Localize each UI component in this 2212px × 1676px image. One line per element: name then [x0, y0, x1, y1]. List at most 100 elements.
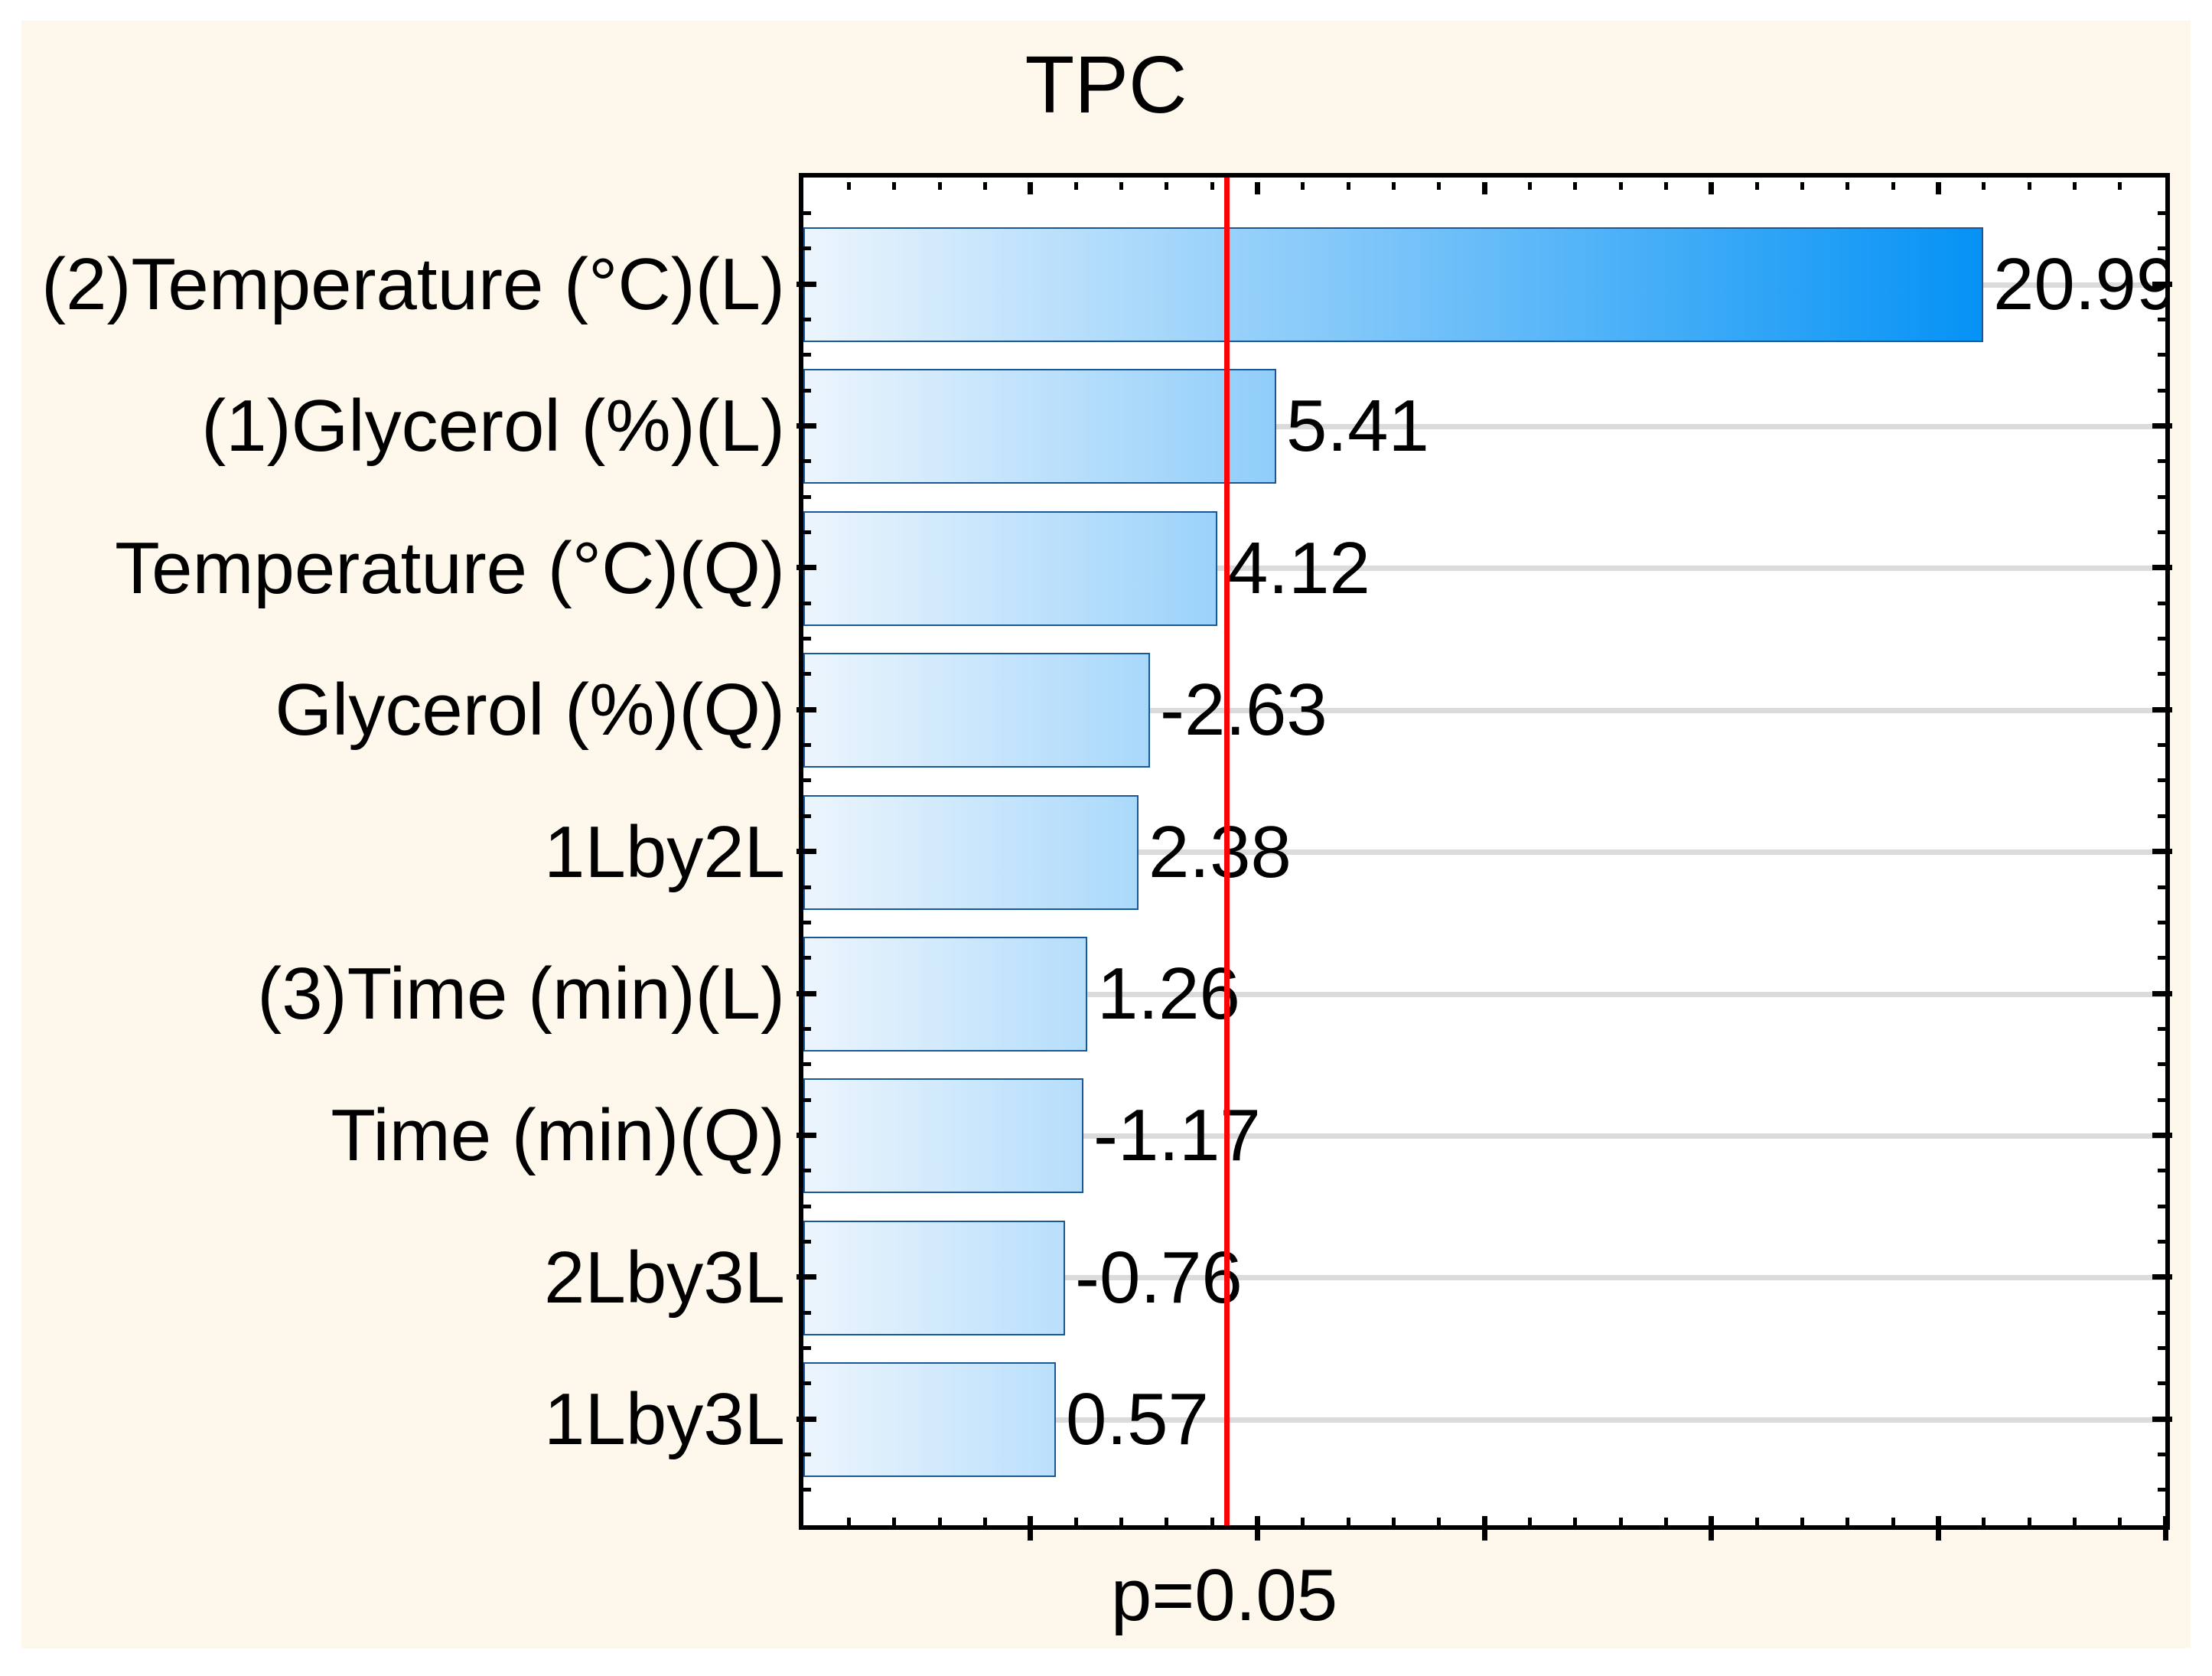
- axis-tick: [983, 182, 987, 190]
- axis-tick: [797, 282, 816, 287]
- axis-tick: [803, 353, 811, 357]
- bar-value-label: -2.63: [1160, 669, 1328, 751]
- axis-tick: [797, 1417, 816, 1422]
- axis-tick: [2152, 1417, 2172, 1422]
- axis-tick: [1347, 182, 1350, 190]
- axis-tick: [2152, 849, 2172, 854]
- axis-tick: [1982, 1518, 1986, 1525]
- axis-tick: [1165, 182, 1168, 190]
- axis-tick: [803, 602, 811, 605]
- axis-tick: [2073, 182, 2077, 190]
- category-label: Glycerol (%)(Q): [275, 669, 785, 751]
- axis-tick: [803, 495, 811, 499]
- effect-bar: [803, 795, 1139, 910]
- axis-tick: [803, 318, 811, 321]
- axis-tick: [803, 1062, 811, 1066]
- axis-tick: [797, 1133, 816, 1138]
- axis-tick: [1165, 1518, 1168, 1525]
- axis-tick: [2158, 1240, 2165, 1244]
- axis-tick: [983, 1518, 987, 1525]
- axis-tick: [803, 637, 811, 641]
- axis-tick: [2158, 1488, 2165, 1492]
- axis-tick: [1301, 182, 1305, 190]
- axis-tick: [1982, 182, 1986, 190]
- axis-tick: [2152, 707, 2172, 712]
- bar-value-label: 4.12: [1227, 527, 1370, 609]
- axis-tick: [797, 849, 816, 854]
- bar-value-label: 1.26: [1097, 953, 1240, 1035]
- category-gridline: [803, 566, 2165, 571]
- axis-tick: [1709, 1516, 1714, 1541]
- axis-tick: [803, 1488, 811, 1492]
- axis-tick: [2158, 1381, 2165, 1385]
- axis-tick: [797, 991, 816, 996]
- category-label: Time (min)(Q): [331, 1094, 785, 1176]
- category-gridline: [803, 708, 2165, 713]
- axis-tick: [1800, 1518, 1804, 1525]
- axis-tick: [803, 778, 811, 782]
- bar-value-label: 5.41: [1286, 385, 1429, 467]
- plot-area: 20.99 5.41 4.12 -2.63 2.38 1.26 -1.17 -0.76 0.57: [799, 173, 2170, 1530]
- effect-bar: [803, 1078, 1083, 1193]
- bar-value-label: 2.38: [1148, 811, 1292, 893]
- category-label: (1)Glycerol (%)(L): [201, 385, 785, 467]
- axis-tick: [1210, 182, 1214, 190]
- axis-tick: [2158, 814, 2165, 818]
- axis-tick: [1800, 182, 1804, 190]
- axis-tick: [803, 885, 811, 889]
- axis-tick: [2028, 182, 2031, 190]
- bar-value-label: 20.99: [1993, 243, 2165, 325]
- axis-tick: [1846, 1518, 1849, 1525]
- category-label: 2Lby3L: [544, 1237, 785, 1319]
- category-gridline: [803, 1133, 2165, 1139]
- axis-tick: [2152, 1274, 2172, 1280]
- axis-tick: [2158, 495, 2165, 499]
- axis-tick: [803, 1205, 811, 1208]
- axis-tick: [1255, 182, 1260, 194]
- axis-tick: [1573, 1518, 1577, 1525]
- axis-tick: [803, 672, 811, 676]
- significance-line: [1224, 178, 1230, 1525]
- axis-tick: [803, 814, 811, 818]
- axis-tick: [803, 921, 811, 924]
- axis-tick: [1664, 182, 1668, 190]
- axis-tick: [803, 743, 811, 747]
- axis-tick: [803, 1381, 811, 1385]
- axis-tick: [892, 182, 896, 190]
- axis-tick: [2158, 1027, 2165, 1031]
- axis-tick: [1936, 1516, 1941, 1541]
- axis-tick: [1437, 182, 1441, 190]
- chart-title: TPC: [1025, 40, 1187, 130]
- axis-tick: [2158, 743, 2165, 747]
- effect-bar: [803, 369, 1276, 484]
- axis-tick: [1528, 1518, 1532, 1525]
- axis-tick: [2163, 1516, 2168, 1541]
- axis-tick: [2158, 211, 2165, 215]
- axis-tick: [2158, 885, 2165, 889]
- axis-tick: [1119, 1518, 1123, 1525]
- axis-tick: [2118, 182, 2122, 190]
- bar-value-label: -1.17: [1093, 1094, 1261, 1176]
- axis-tick: [2152, 991, 2172, 996]
- axis-tick: [2118, 1518, 2122, 1525]
- axis-tick: [803, 1311, 811, 1315]
- axis-tick: [847, 1518, 851, 1525]
- category-label: 1Lby3L: [544, 1378, 785, 1460]
- axis-tick: [803, 246, 811, 250]
- axis-tick: [1573, 182, 1577, 190]
- category-label: 1Lby2L: [544, 811, 785, 893]
- axis-tick: [2152, 423, 2172, 429]
- axis-tick: [803, 530, 811, 534]
- axis-tick: [803, 1027, 811, 1031]
- axis-tick: [2152, 1133, 2172, 1138]
- axis-tick: [2158, 1062, 2165, 1066]
- axis-tick: [2158, 921, 2165, 924]
- axis-tick: [847, 182, 851, 190]
- axis-tick: [2158, 318, 2165, 321]
- axis-tick: [803, 1346, 811, 1350]
- axis-tick: [2158, 459, 2165, 463]
- axis-tick: [2158, 778, 2165, 782]
- bar-value-label: 0.57: [1066, 1378, 1209, 1460]
- category-gridline: [803, 849, 2165, 855]
- axis-tick: [1619, 182, 1623, 190]
